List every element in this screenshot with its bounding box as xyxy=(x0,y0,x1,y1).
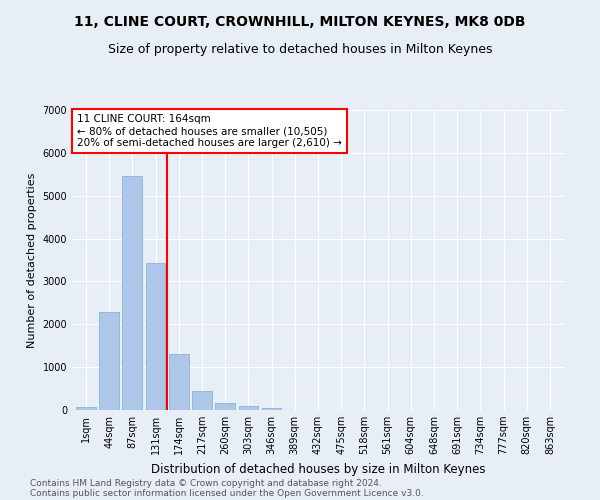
Bar xyxy=(146,263,166,410)
Y-axis label: Number of detached properties: Number of detached properties xyxy=(27,172,37,348)
Text: 11, CLINE COURT, CROWNHILL, MILTON KEYNES, MK8 0DB: 11, CLINE COURT, CROWNHILL, MILTON KEYNE… xyxy=(74,15,526,29)
Bar xyxy=(76,406,96,410)
Text: Size of property relative to detached houses in Milton Keynes: Size of property relative to detached ho… xyxy=(108,42,492,56)
Bar xyxy=(239,406,258,410)
X-axis label: Distribution of detached houses by size in Milton Keynes: Distribution of detached houses by size … xyxy=(151,462,485,475)
Bar xyxy=(169,354,188,410)
Bar xyxy=(215,403,235,410)
Text: Contains public sector information licensed under the Open Government Licence v3: Contains public sector information licen… xyxy=(30,488,424,498)
Text: Contains HM Land Registry data © Crown copyright and database right 2024.: Contains HM Land Registry data © Crown c… xyxy=(30,478,382,488)
Bar xyxy=(262,408,281,410)
Bar xyxy=(122,176,142,410)
Bar xyxy=(192,391,212,410)
Bar xyxy=(99,312,119,410)
Text: 11 CLINE COURT: 164sqm
← 80% of detached houses are smaller (10,505)
20% of semi: 11 CLINE COURT: 164sqm ← 80% of detached… xyxy=(77,114,342,148)
